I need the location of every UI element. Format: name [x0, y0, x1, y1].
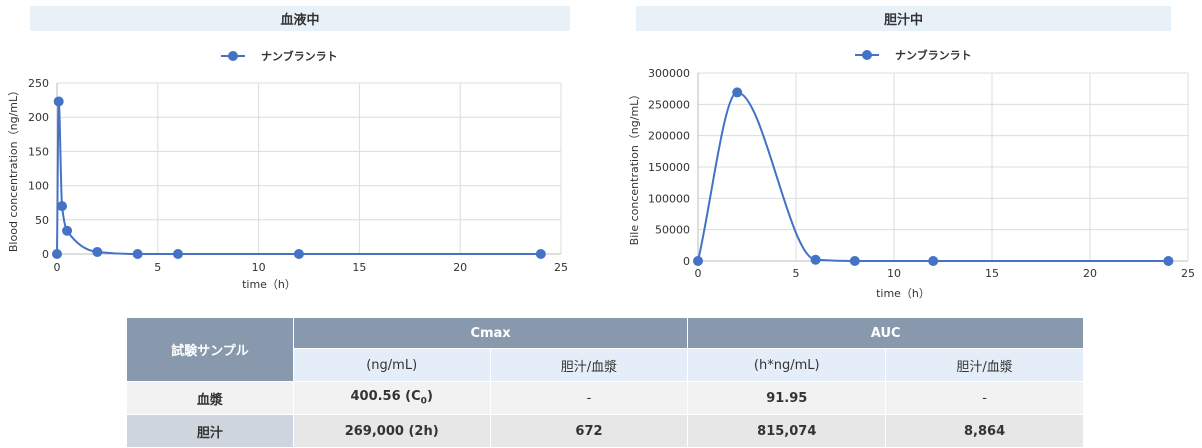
- bile-x-tick-label: 15: [985, 267, 999, 280]
- blood-chart: 0 50 100 150 200 250 0 5 10 15 20 25 time（h） Blood co…: [7, 49, 568, 291]
- blood-x-tick-label: 0: [54, 261, 61, 274]
- blood-x-tick-label: 10: [252, 261, 266, 274]
- table-subheader-auc-ratio: 胆汁/血漿: [885, 348, 1084, 382]
- bile-y-tick-label: 100000: [648, 192, 690, 205]
- cmax-subscript: 0: [420, 396, 427, 407]
- blood-y-tick-label: 50: [35, 214, 49, 227]
- bile-x-tick-label: 25: [1181, 267, 1195, 280]
- blood-y-tick-label: 150: [28, 145, 49, 158]
- bile-chart-panel: 胆汁中 0 50000 100000 150000 200000 250000 300000…: [600, 0, 1202, 305]
- cmax-value-text: 400.56 (C: [350, 389, 421, 405]
- blood-y-tick-label: 100: [28, 180, 49, 193]
- cell-plasma-cmax: 400.56 (C0): [292, 381, 491, 415]
- blood-y-tick-label: 250: [28, 77, 49, 90]
- bile-y-tick-label: 150000: [648, 161, 690, 174]
- bile-chart: 0 50000 100000 150000 200000 250000 300000 0 5 10…: [628, 48, 1195, 300]
- blood-chart-panel: 血液中 0 50 100 150 200 250 0 5 10 15 20 25 time（h） Bloo…: [0, 0, 580, 300]
- row-label-plasma: 血漿: [126, 381, 294, 415]
- blood-data-point: [53, 96, 64, 107]
- cell-bile-auc-ratio: 8,864: [885, 414, 1084, 448]
- bile-legend-marker: [862, 50, 872, 60]
- bile-data-point: [810, 254, 821, 265]
- bile-y-tick-label: 250000: [648, 98, 690, 111]
- blood-x-tick-label: 20: [453, 261, 467, 274]
- blood-y-tick-label: 0: [42, 248, 49, 261]
- blood-y-axis-title: Blood concentration（ng/mL）: [7, 85, 20, 252]
- cmax-close-paren: ): [426, 389, 433, 405]
- table-row: 胆汁 269,000 (2h) 672 815,074 8,864: [126, 414, 1084, 448]
- bile-x-tick-label: 20: [1083, 267, 1097, 280]
- table-group-auc: AUC: [687, 317, 1084, 349]
- bile-x-tick-label: 0: [695, 267, 702, 280]
- bile-y-tick-label: 300000: [648, 67, 690, 80]
- bile-data-point: [732, 87, 743, 98]
- bile-x-axis-title: time（h）: [876, 287, 930, 300]
- blood-data-point: [92, 246, 103, 257]
- blood-data-point: [172, 249, 183, 259]
- blood-data-point: [62, 225, 73, 236]
- cell-plasma-auc: 91.95: [687, 381, 887, 415]
- bile-chart-title: 胆汁中: [636, 6, 1171, 31]
- bile-data-point: [849, 256, 860, 266]
- blood-series-line: [56, 100, 541, 255]
- blood-data-point: [132, 249, 143, 259]
- blood-y-tick-label: 200: [28, 111, 49, 124]
- table-row: 血漿 400.56 (C0) - 91.95 -: [126, 381, 1084, 415]
- table-subheader-cmax-ratio: 胆汁/血漿: [489, 348, 689, 382]
- bile-data-point: [693, 256, 703, 266]
- table-corner-label: 試験サンプル: [126, 317, 294, 382]
- blood-data-point: [535, 249, 546, 259]
- table-subheader-auc-unit: (h*ng/mL): [687, 348, 887, 382]
- bile-x-tick-label: 5: [793, 267, 800, 280]
- pk-results-table: 試験サンプル Cmax AUC (ng/mL) 胆汁/血漿 (h*ng/mL) …: [126, 317, 1084, 448]
- blood-legend-label: ナンブランラト: [261, 49, 338, 63]
- cell-bile-cmax-ratio: 672: [489, 414, 689, 448]
- row-label-bile: 胆汁: [126, 414, 294, 448]
- bile-y-axis-title: Bile concentration（ng/mL）: [628, 89, 641, 246]
- bile-data-point: [928, 256, 939, 266]
- blood-chart-title: 血液中: [30, 6, 570, 31]
- bile-x-tick-label: 10: [887, 267, 901, 280]
- bile-y-tick-label: 0: [683, 255, 690, 268]
- blood-x-tick-label: 25: [554, 261, 568, 274]
- blood-legend-marker: [228, 51, 238, 61]
- cell-plasma-cmax-ratio: -: [489, 381, 689, 415]
- blood-x-axis-title: time（h）: [242, 278, 296, 291]
- bile-y-tick-label: 200000: [648, 130, 690, 143]
- bile-series-line: [697, 91, 1169, 263]
- bile-data-point: [1163, 256, 1174, 266]
- blood-data-point: [52, 249, 62, 259]
- table-group-cmax: Cmax: [292, 317, 689, 349]
- table-subheader-cmax-unit: (ng/mL): [292, 348, 491, 382]
- cell-bile-cmax: 269,000 (2h): [292, 414, 491, 448]
- cell-plasma-auc-ratio: -: [885, 381, 1084, 415]
- bile-legend-label: ナンブランラト: [895, 48, 972, 62]
- bile-y-tick-label: 50000: [655, 224, 690, 237]
- blood-x-tick-label: 15: [352, 261, 366, 274]
- cell-bile-auc: 815,074: [687, 414, 887, 448]
- blood-x-tick-label: 5: [154, 261, 161, 274]
- blood-data-point: [293, 249, 304, 259]
- blood-data-point: [57, 201, 68, 212]
